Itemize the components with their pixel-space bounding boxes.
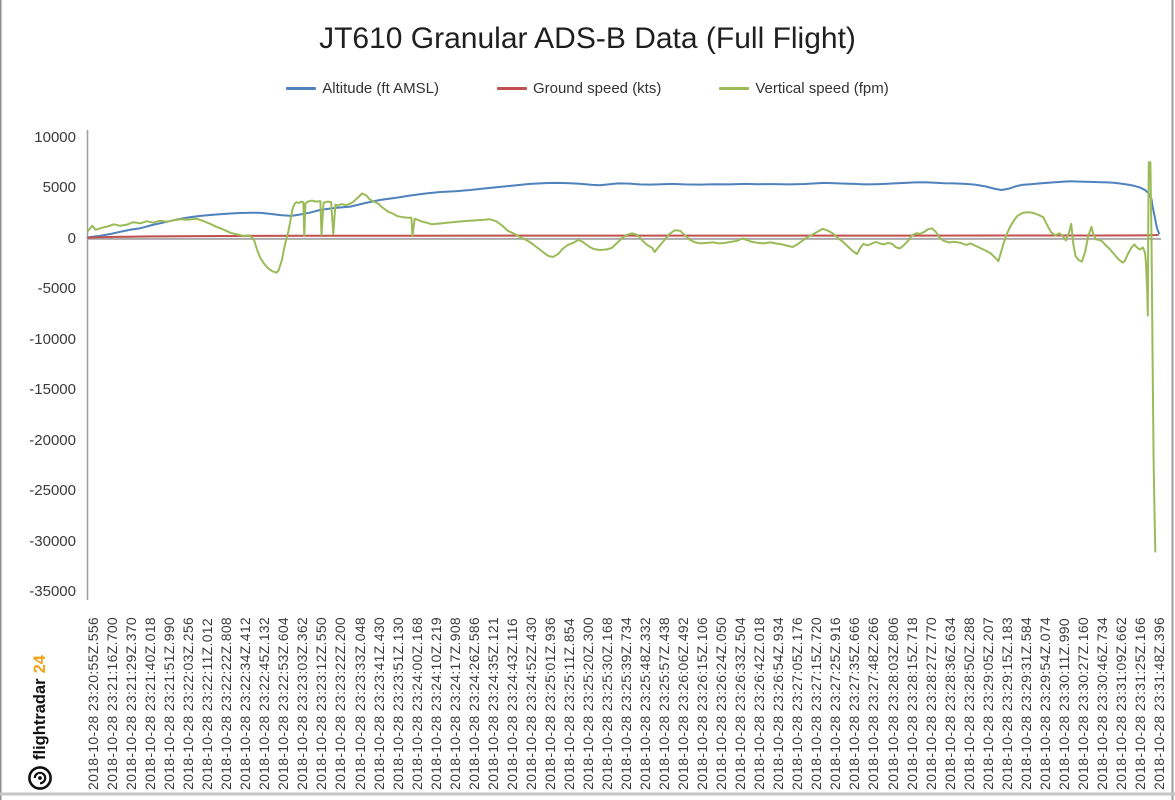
legend-item-ground-speed: Ground speed (kts): [496, 80, 662, 97]
x-axis-label: 2018-10-28 23:22:34Z.412: [237, 617, 254, 790]
x-axis-label: 2018-10-28 23:22:45Z.132: [256, 617, 273, 790]
x-axis-label: 2018-10-28 23:24:35Z.121: [484, 617, 501, 790]
x-axis-label: 2018-10-28 23:29:15Z.183: [998, 617, 1015, 790]
x-axis-label: 2018-10-28 23:25:39Z.734: [618, 617, 634, 790]
y-axis-label: -5000: [37, 280, 76, 298]
legend-item-altitude: Altitude (ft AMSL): [286, 80, 439, 97]
y-axis-label: -25000: [29, 482, 76, 500]
y-axis-label: -20000: [29, 431, 76, 449]
x-axis-label: 2018-10-28 23:26:06Z.492: [675, 617, 692, 790]
x-axis-label: 2018-10-28 23:26:24Z.050: [713, 617, 730, 790]
x-axis-label: 2018-10-28 23:21:29Z.370: [123, 617, 140, 790]
flightradar24-logo[interactable]: flightradar 24: [27, 655, 53, 791]
x-axis-label: 2018-10-28 23:23:22Z.200: [332, 617, 349, 790]
x-axis-label: 2018-10-28 23:31:25Z.166: [1131, 617, 1148, 790]
x-axis-label: 2018-10-28 23:21:16Z.700: [104, 617, 121, 790]
legend-label-vertical-speed: Vertical speed (fpm): [755, 80, 889, 97]
x-axis-label: 2018-10-28 23:24:26Z.586: [465, 617, 482, 790]
x-axis-label: 2018-10-28 23:25:11Z.854: [560, 618, 577, 790]
x-axis-label: 2018-10-28 23:29:05Z.207: [979, 617, 996, 790]
x-axis-label: 2018-10-28 23:30:27Z.160: [1074, 617, 1091, 790]
x-axis-label: 2018-10-28 23:27:48Z.266: [865, 617, 882, 790]
x-axis-label: 2018-10-28 23:31:48Z.396: [1151, 617, 1167, 790]
x-axis-label: 2018-10-28 23:28:03Z.806: [884, 617, 901, 790]
x-axis-label: 2018-10-28 23:20:55Z.556: [85, 617, 101, 790]
x-axis-label: 2018-10-28 23:27:25Z.916: [827, 617, 844, 790]
ground-speed-line-swatch: [496, 87, 527, 90]
y-axis-label: 10000: [34, 129, 76, 146]
x-axis-label: 2018-10-28 23:27:15Z.720: [808, 617, 825, 790]
window-bottom-edge: [0, 792, 1175, 796]
x-axis-label: 2018-10-28 23:26:15Z.106: [694, 617, 711, 790]
legend-label-altitude: Altitude (ft AMSL): [322, 80, 439, 97]
series-vertical: [87, 161, 1157, 553]
x-axis-label: 2018-10-28 23:22:11Z.012: [199, 618, 216, 790]
legend-label-ground-speed: Ground speed (kts): [532, 80, 662, 97]
series-ground: [87, 234, 1159, 239]
chart-legend: Altitude (ft AMSL) Ground speed (kts) Ve…: [0, 80, 1175, 97]
vertical-speed-line-swatch: [719, 87, 750, 90]
x-axis-label: 2018-10-28 23:25:30Z.168: [598, 617, 615, 790]
flightradar24-icon: [27, 765, 53, 791]
x-axis-label: 2018-10-28 23:24:17Z.908: [446, 617, 463, 790]
x-axis-label: 2018-10-28 23:27:35Z.666: [846, 617, 863, 790]
x-axis-label: 2018-10-28 23:30:11Z.990: [1055, 618, 1072, 790]
flightradar24-text: flightradar: [30, 678, 49, 760]
x-axis-label: 2018-10-28 23:28:50Z.288: [960, 617, 977, 790]
series-altitude: [87, 180, 1160, 239]
altitude-line-swatch: [286, 87, 317, 90]
x-axis-label: 2018-10-28 23:22:22Z.808: [218, 617, 235, 790]
y-axis-label: -30000: [29, 532, 76, 550]
x-axis-label: 2018-10-28 23:22:53Z.604: [275, 617, 292, 790]
x-axis-label: 2018-10-28 23:25:01Z.936: [541, 617, 558, 790]
y-axis-label: -35000: [29, 583, 76, 600]
x-axis-label: 2018-10-28 23:24:43Z.116: [503, 618, 520, 790]
x-axis-label: 2018-10-28 23:23:51Z.130: [389, 617, 406, 790]
x-axis-label: 2018-10-28 23:23:12Z.550: [313, 617, 330, 790]
x-axis-label: 2018-10-28 23:27:05Z.176: [789, 617, 806, 790]
y-axis-label: 5000: [42, 179, 76, 197]
legend-item-vertical-speed: Vertical speed (fpm): [719, 80, 889, 97]
x-axis-label: 2018-10-28 23:31:09Z.662: [1112, 617, 1129, 790]
x-axis-label: 2018-10-28 23:28:15Z.718: [903, 617, 920, 790]
chart-title: JT610 Granular ADS-B Data (Full Flight): [319, 22, 856, 55]
x-axis-label: 2018-10-28 23:21:51Z.990: [161, 617, 178, 790]
x-axis-label: 2018-10-28 23:25:20Z.300: [579, 617, 596, 790]
x-axis-label: 2018-10-28 23:26:54Z.934: [770, 617, 787, 790]
x-axis-label: 2018-10-28 23:29:54Z.074: [1036, 617, 1053, 790]
y-axis-label: 0: [67, 229, 76, 247]
x-axis-label: 2018-10-28 23:26:42Z.018: [751, 617, 768, 790]
x-axis-label: 2018-10-28 23:23:41Z.430: [370, 617, 387, 790]
x-axis-label: 2018-10-28 23:30:46Z.734: [1093, 617, 1110, 790]
x-axis-label: 2018-10-28 23:28:36Z.634: [941, 617, 958, 790]
y-axis-label: -15000: [29, 381, 76, 399]
x-axis-label: 2018-10-28 23:25:57Z.438: [656, 617, 673, 790]
x-axis-label: 2018-10-28 23:22:03Z.256: [180, 617, 197, 790]
x-axis-label: 2018-10-28 23:24:52Z.430: [522, 617, 539, 790]
x-axis-label: 2018-10-28 23:24:00Z.168: [408, 617, 425, 790]
y-axis-label: -10000: [29, 330, 76, 348]
x-axis-label: 2018-10-28 23:29:31Z.584: [1017, 617, 1034, 790]
x-axis-label: 2018-10-28 23:26:33Z.504: [732, 617, 749, 790]
x-axis-label: 2018-10-28 23:28:27Z.770: [922, 617, 939, 790]
x-axis-label: 2018-10-28 23:21:40Z.018: [142, 617, 159, 790]
x-axis-label: 2018-10-28 23:23:03Z.362: [294, 617, 311, 790]
x-axis-label: 2018-10-28 23:23:33Z.048: [351, 617, 368, 790]
x-axis-label: 2018-10-28 23:25:48Z.332: [637, 617, 654, 790]
fr24-number: 24: [30, 655, 49, 674]
x-axis-label: 2018-10-28 23:24:10Z.219: [427, 617, 444, 790]
